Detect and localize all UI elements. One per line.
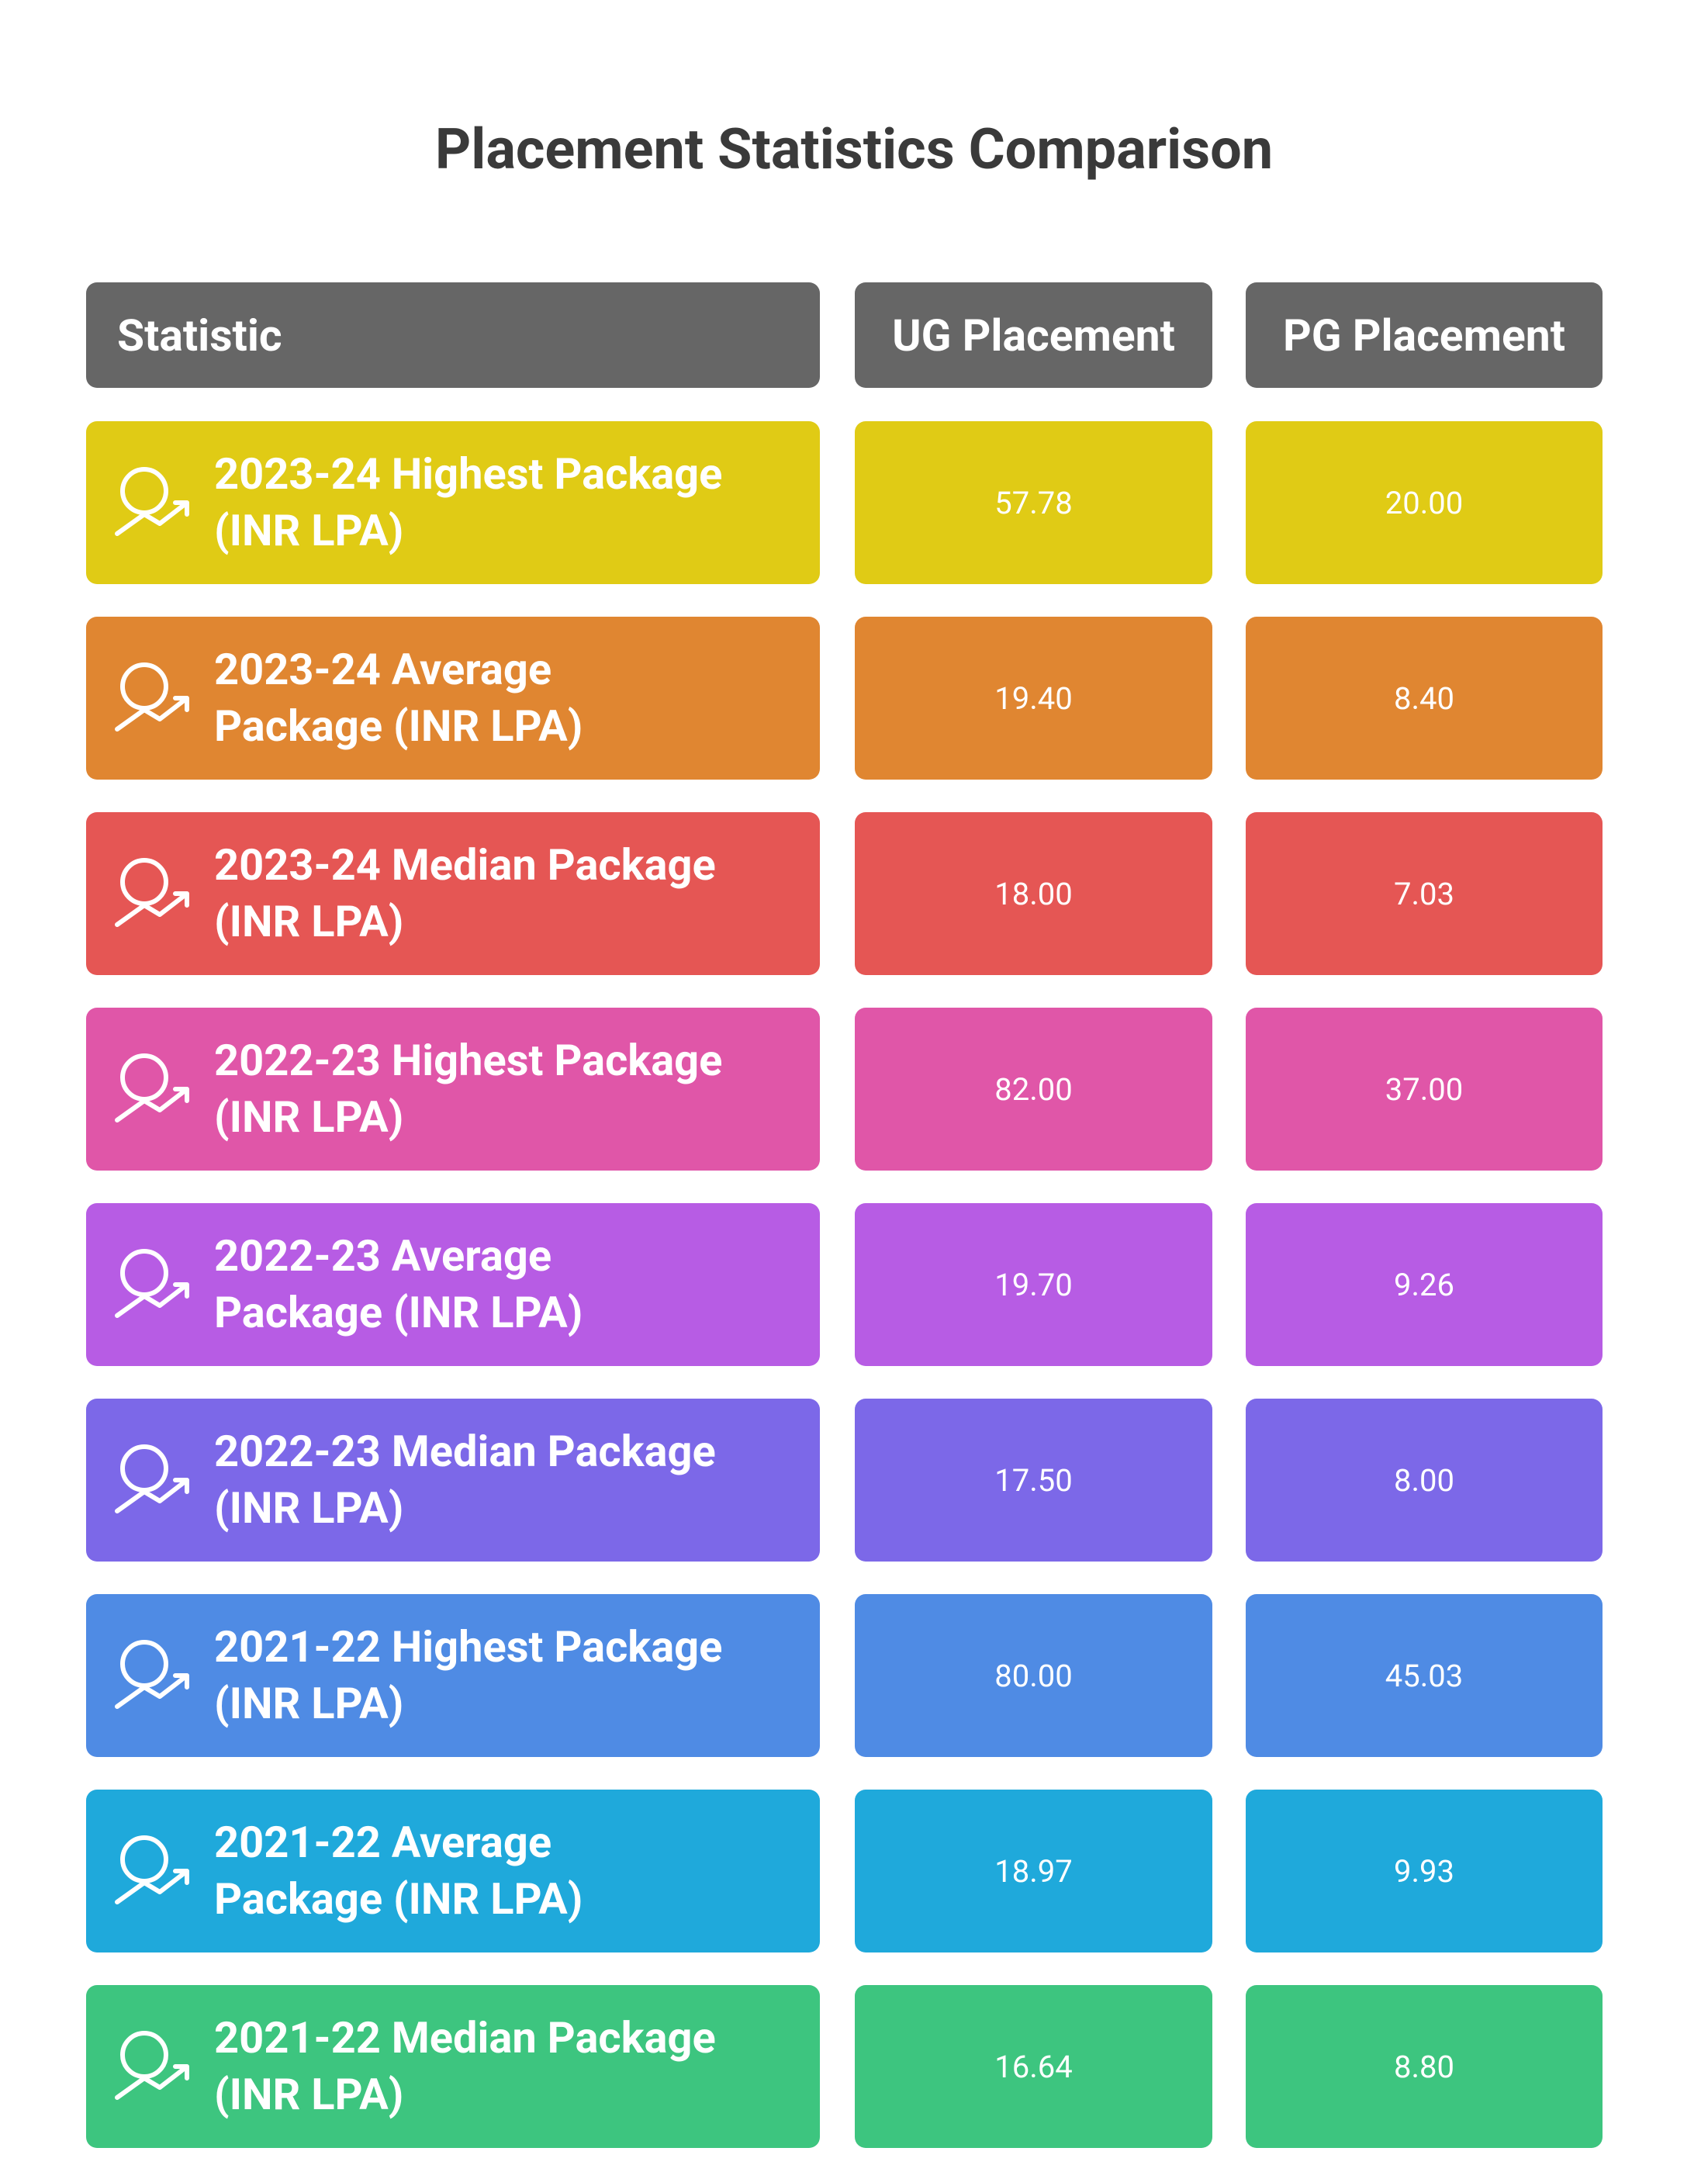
statistic-cell: 2023-24 Median Package (INR LPA)	[86, 812, 820, 975]
row-icon	[115, 1444, 189, 1513]
ug-value: 18.00	[855, 812, 1212, 975]
ug-value: 57.78	[855, 421, 1212, 584]
statistic-label: 2021-22 Highest Package (INR LPA)	[214, 1619, 722, 1732]
row-icon	[115, 1249, 189, 1318]
pg-value: 20.00	[1246, 421, 1603, 584]
pg-value: 8.40	[1246, 617, 1603, 780]
row-icon	[115, 467, 189, 536]
label-line: Package (INR LPA)	[214, 1287, 583, 1338]
row-icon	[115, 1835, 189, 1904]
label-line: Package (INR LPA)	[214, 1873, 583, 1925]
ug-value: 80.00	[855, 1594, 1212, 1757]
statistic-label: 2021-22 Median Package (INR LPA)	[214, 2010, 716, 2123]
label-line: 2023-24 Median Package	[214, 839, 716, 891]
pg-value: 8.80	[1246, 1985, 1603, 2148]
row-icon	[115, 1640, 189, 1709]
header-cell: PG Placement	[1246, 282, 1603, 388]
ug-value: 18.97	[855, 1790, 1212, 1952]
label-line: (INR LPA)	[214, 1091, 404, 1143]
label-line: 2021-22 Average	[214, 1817, 552, 1868]
label-line: 2022-23 Average	[214, 1230, 552, 1281]
title: Placement Statistics Comparison	[434, 116, 1274, 182]
label-line: (INR LPA)	[214, 2069, 404, 2120]
statistic-label: 2023-24 Median Package (INR LPA)	[214, 837, 716, 950]
label-line: (INR LPA)	[214, 1482, 404, 1534]
header-cell: UG Placement	[855, 282, 1212, 388]
ug-value: 19.70	[855, 1203, 1212, 1366]
label-line: (INR LPA)	[214, 896, 404, 947]
row-icon	[115, 1053, 189, 1122]
statistic-cell: 2021-22 Median Package (INR LPA)	[86, 1985, 820, 2148]
statistic-cell: 2022-23 Highest Package (INR LPA)	[86, 1008, 820, 1171]
label-line: 2022-23 Median Package	[214, 1426, 716, 1477]
row-icon	[115, 662, 189, 732]
label-line: (INR LPA)	[214, 505, 404, 556]
label-line: Package (INR LPA)	[214, 700, 583, 752]
row-icon	[115, 2031, 189, 2100]
pg-value: 8.00	[1246, 1399, 1603, 1562]
header-cell: Statistic	[86, 282, 820, 388]
pg-value: 45.03	[1246, 1594, 1603, 1757]
statistic-cell: 2023-24 Highest Package (INR LPA)	[86, 421, 820, 584]
statistic-label: 2022-23 Median Package (INR LPA)	[214, 1423, 716, 1537]
ug-value: 16.64	[855, 1985, 1212, 2148]
statistic-cell: 2022-23 Median Package (INR LPA)	[86, 1399, 820, 1562]
label-line: 2023-24 Highest Package	[214, 448, 723, 500]
pg-value: 37.00	[1246, 1008, 1603, 1171]
pg-value: 9.93	[1246, 1790, 1603, 1952]
ug-value: 19.40	[855, 617, 1212, 780]
statistic-label: 2022-23 Highest Package (INR LPA)	[214, 1032, 722, 1146]
statistic-cell: 2023-24 Average Package (INR LPA)	[86, 617, 820, 780]
ug-value: 17.50	[855, 1399, 1212, 1562]
label-line: 2021-22 Median Package	[214, 2012, 716, 2063]
ug-value: 82.00	[855, 1008, 1212, 1171]
statistic-label: 2023-24 Highest Package (INR LPA)	[214, 446, 722, 559]
statistic-label: 2022-23 Average Package (INR LPA)	[214, 1228, 583, 1341]
row-icon	[115, 858, 189, 927]
pg-value: 9.26	[1246, 1203, 1603, 1366]
statistic-label: 2021-22 Average Package (INR LPA)	[214, 1814, 583, 1928]
label-line: 2023-24 Average	[214, 644, 552, 695]
statistic-cell: 2022-23 Average Package (INR LPA)	[86, 1203, 820, 1366]
statistic-label: 2023-24 Average Package (INR LPA)	[214, 642, 583, 755]
statistic-cell: 2021-22 Average Package (INR LPA)	[86, 1790, 820, 1952]
label-line: (INR LPA)	[214, 1678, 404, 1729]
label-line: 2021-22 Highest Package	[214, 1621, 723, 1672]
statistic-cell: 2021-22 Highest Package (INR LPA)	[86, 1594, 820, 1757]
pg-value: 7.03	[1246, 812, 1603, 975]
label-line: 2022-23 Highest Package	[214, 1035, 723, 1086]
